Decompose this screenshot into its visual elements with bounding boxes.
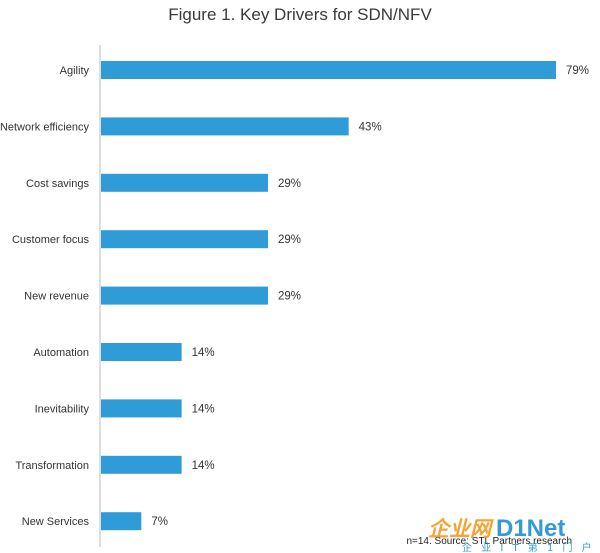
bar [101, 343, 182, 361]
bar [101, 512, 142, 531]
bar [101, 173, 269, 192]
chart-source-note: n=14. Source: STL Partners research [406, 536, 572, 547]
category-label: Network efficiency [0, 121, 89, 133]
category-label: New revenue [24, 291, 89, 303]
category-label: Customer focus [12, 234, 90, 246]
bar [101, 61, 556, 79]
bar [101, 455, 182, 474]
bar [101, 230, 269, 249]
data-label: 29% [278, 291, 301, 303]
category-label: Transformation [15, 460, 89, 472]
svg-text:企业网: 企业网 [428, 517, 494, 541]
data-label: 14% [192, 460, 215, 472]
category-label: Agility [60, 65, 90, 77]
data-label: 7% [151, 516, 168, 528]
data-label: 14% [192, 347, 215, 359]
data-label: 29% [278, 234, 301, 246]
bar [101, 286, 269, 305]
svg-text:企 业 I T 第 1 门 户: 企 业 I T 第 1 门 户 [462, 541, 595, 553]
svg-text:D1Net: D1Net [496, 515, 565, 542]
data-label: 79% [566, 65, 589, 77]
category-label: Cost savings [26, 178, 89, 190]
bar [101, 117, 349, 136]
category-label: Inevitability [35, 403, 90, 415]
chart-title: Figure 1. Key Drivers for SDN/NFV [168, 5, 432, 24]
d1net-watermark-logo: 企业网 D1Net 企 业 I T 第 1 门 户 [428, 515, 595, 553]
bars-layer: Agility 79% Network efficiency 43% Cost savi… [0, 61, 589, 531]
bar [101, 399, 182, 418]
category-label: New Services [22, 516, 90, 528]
category-label: Automation [33, 347, 89, 359]
data-label: 29% [278, 178, 301, 190]
data-label: 14% [192, 403, 215, 415]
data-label: 43% [359, 121, 382, 133]
